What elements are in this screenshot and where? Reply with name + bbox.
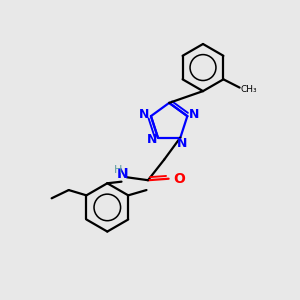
Text: CH₃: CH₃ — [241, 85, 257, 94]
Text: O: O — [173, 172, 185, 186]
Text: N: N — [139, 108, 150, 121]
Text: N: N — [117, 167, 128, 181]
Text: N: N — [189, 108, 199, 121]
Text: N: N — [177, 137, 187, 151]
Text: N: N — [147, 134, 157, 146]
Text: H: H — [114, 165, 122, 175]
